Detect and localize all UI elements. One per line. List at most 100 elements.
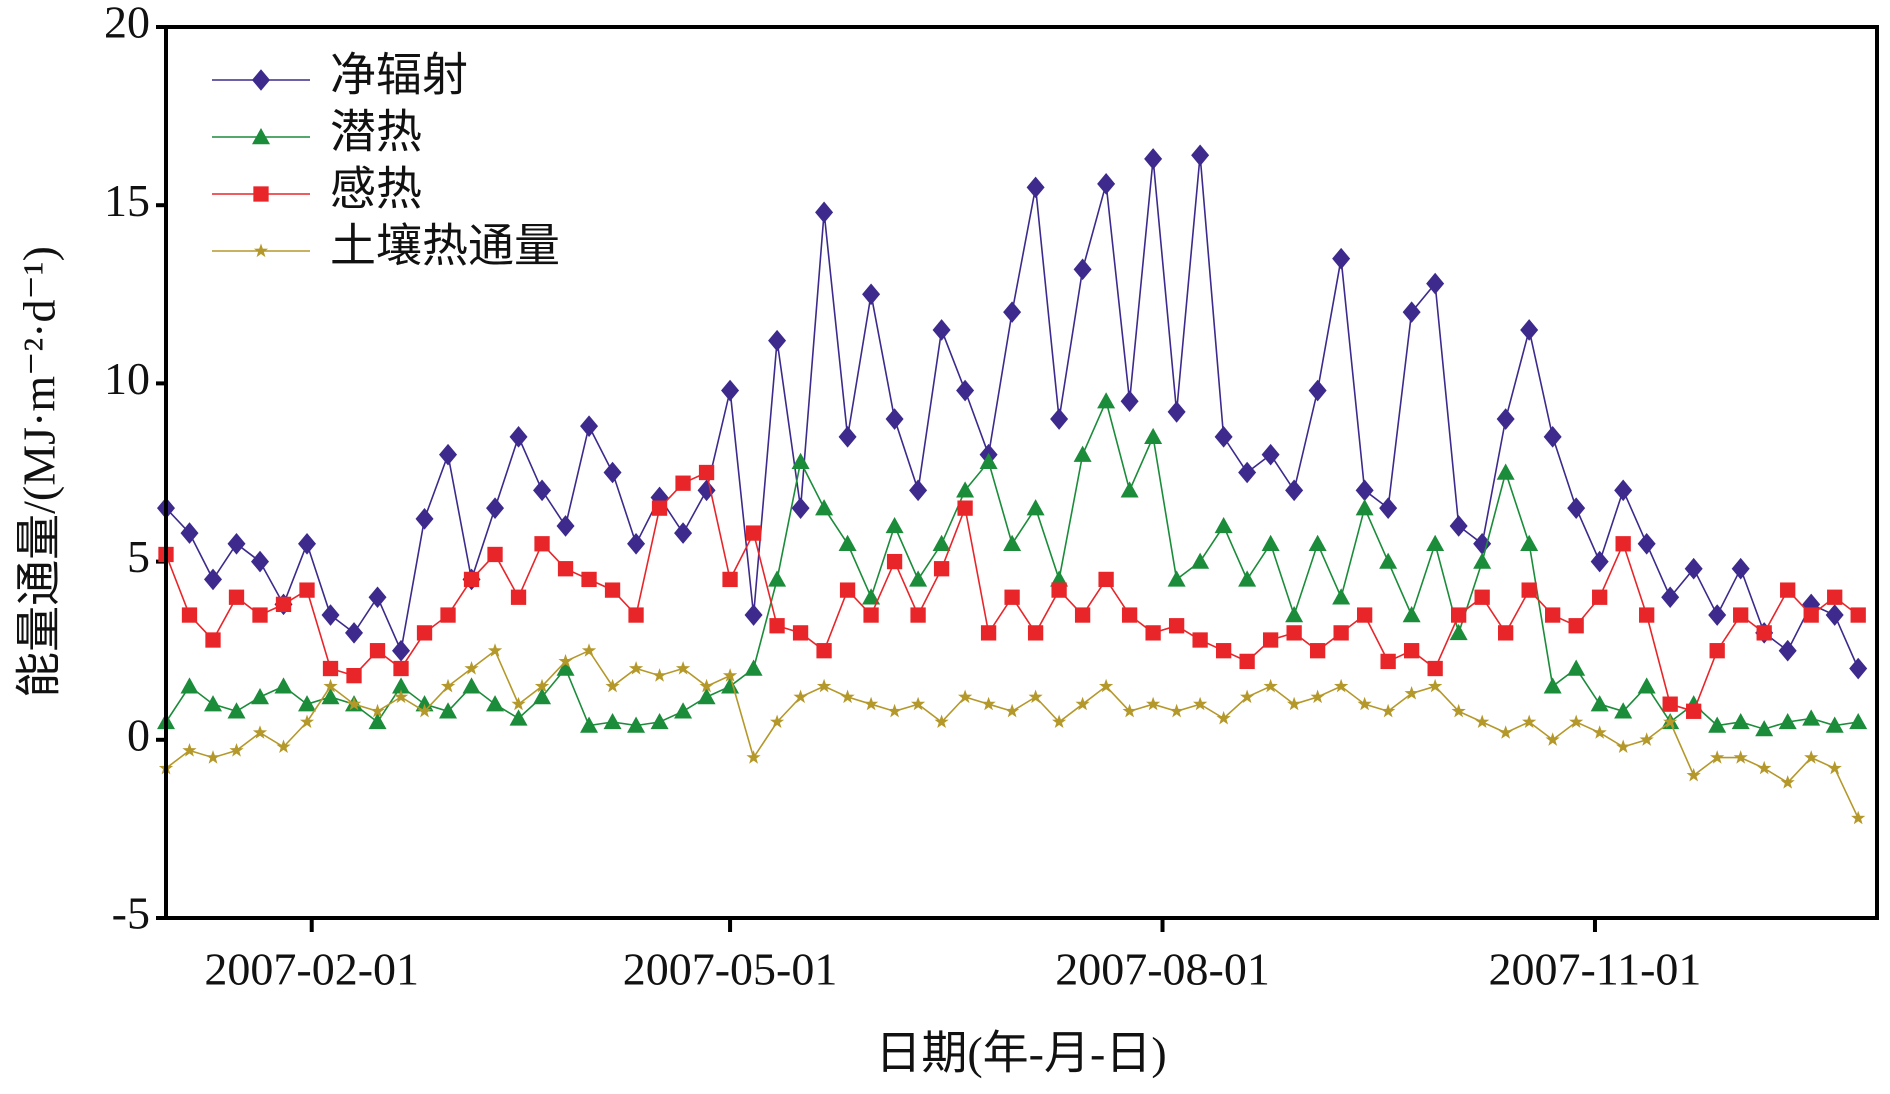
marker (1286, 625, 1302, 641)
marker (1004, 589, 1020, 605)
marker (1310, 689, 1325, 704)
marker (932, 319, 951, 341)
marker (815, 201, 834, 224)
marker (1757, 760, 1772, 775)
marker (299, 582, 315, 598)
marker (1780, 582, 1796, 598)
marker (462, 677, 481, 694)
marker (838, 426, 857, 448)
marker (463, 571, 480, 588)
marker (1403, 643, 1420, 659)
marker (1473, 532, 1492, 555)
series (157, 144, 1868, 680)
marker (1590, 695, 1609, 712)
marker (346, 696, 362, 711)
marker (980, 625, 997, 641)
marker (840, 689, 855, 704)
marker (1684, 557, 1703, 580)
marker (604, 582, 621, 598)
marker (227, 532, 246, 555)
legend-label: 土壤热通量 (330, 221, 560, 272)
marker (934, 714, 949, 728)
marker (1825, 716, 1844, 733)
marker (487, 546, 503, 563)
marker (1144, 427, 1163, 445)
marker (1191, 144, 1210, 167)
marker (1122, 703, 1137, 718)
marker (792, 625, 809, 641)
x-tick-label: 2007-02-01 (204, 944, 419, 995)
y-tick-label: 15 (104, 175, 150, 226)
marker (838, 534, 857, 551)
legend-item: 感热 (212, 164, 422, 215)
marker (1028, 689, 1043, 704)
marker (909, 479, 928, 502)
marker (1192, 632, 1208, 648)
marker (721, 379, 740, 402)
marker (534, 678, 550, 693)
marker (345, 622, 364, 644)
marker (1051, 582, 1067, 598)
marker (580, 415, 599, 437)
legend-marker (252, 69, 270, 91)
marker (1026, 499, 1045, 516)
legend-marker (252, 128, 270, 145)
marker (1193, 696, 1208, 711)
marker (464, 661, 479, 675)
marker (1355, 499, 1374, 516)
marker (368, 712, 387, 730)
marker (744, 604, 763, 626)
legend-item: 净辐射 (212, 50, 468, 101)
marker (909, 570, 928, 587)
marker (1145, 625, 1161, 641)
marker (1404, 686, 1419, 700)
marker (1475, 714, 1490, 728)
marker (1780, 775, 1795, 789)
marker (910, 607, 926, 623)
series (158, 464, 1866, 719)
marker (227, 702, 246, 719)
marker (1357, 696, 1372, 711)
marker (651, 500, 668, 516)
marker (1639, 732, 1654, 746)
marker (393, 689, 409, 704)
marker (1616, 739, 1631, 753)
marker (1216, 710, 1231, 725)
marker (252, 725, 268, 739)
marker (323, 678, 338, 693)
marker (346, 667, 362, 684)
marker (1637, 677, 1656, 694)
marker (1778, 639, 1797, 662)
marker (816, 643, 832, 659)
marker (1567, 659, 1586, 676)
marker (1663, 714, 1678, 728)
marker (556, 659, 575, 676)
marker (885, 408, 904, 430)
marker (1686, 703, 1702, 719)
marker (487, 643, 503, 657)
legend-label: 潜热 (330, 107, 422, 158)
marker (533, 479, 552, 502)
legend-item: 土壤热通量 (212, 221, 560, 272)
marker (1144, 148, 1163, 170)
marker (511, 696, 526, 711)
marker (1169, 703, 1184, 718)
marker (1214, 426, 1233, 448)
marker (1003, 301, 1022, 323)
marker (205, 750, 221, 764)
marker (744, 659, 763, 676)
marker (1003, 534, 1022, 551)
marker (1215, 643, 1232, 659)
marker (1708, 716, 1727, 733)
marker (252, 607, 268, 623)
marker (229, 743, 244, 757)
marker (1496, 408, 1515, 430)
marker (1849, 657, 1868, 680)
marker (603, 712, 622, 730)
marker (862, 588, 881, 605)
marker (1804, 750, 1819, 764)
marker (1451, 703, 1466, 718)
marker (1075, 696, 1090, 711)
marker (1778, 712, 1797, 730)
